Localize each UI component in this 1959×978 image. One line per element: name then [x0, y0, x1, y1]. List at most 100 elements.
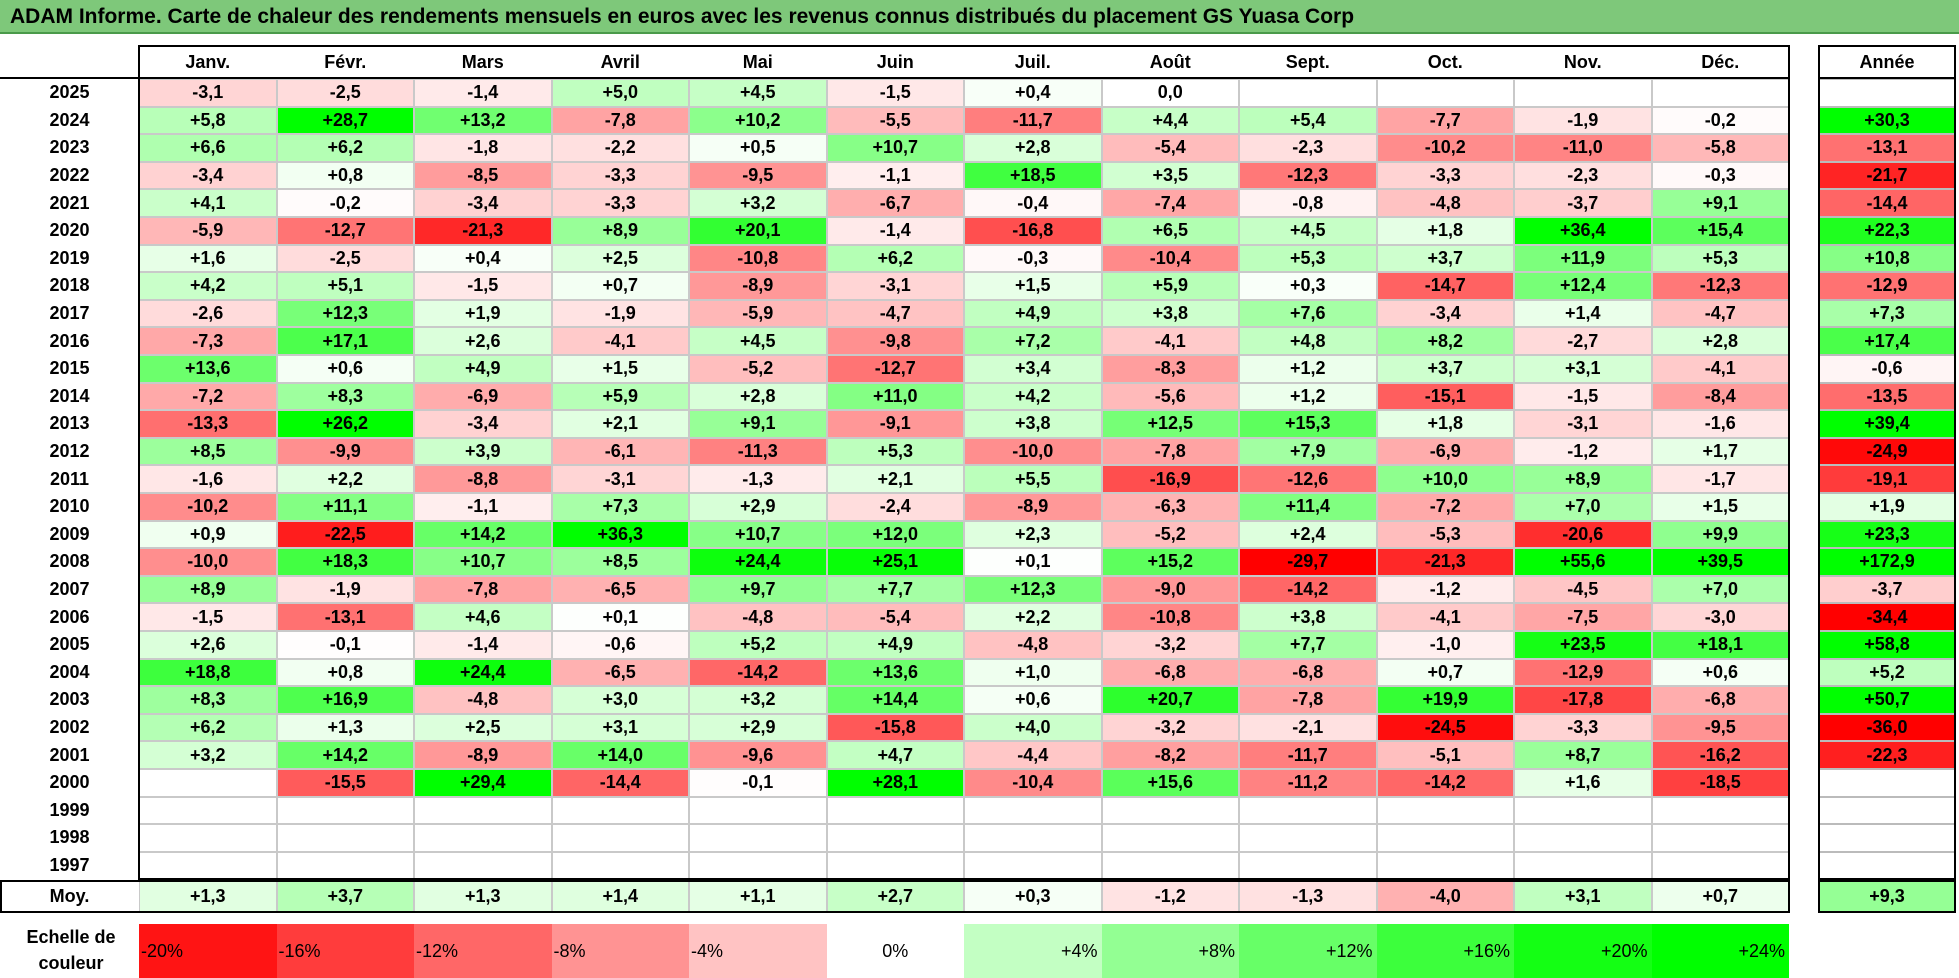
annual-cell: +10,8 — [1819, 244, 1955, 273]
heatmap-cell: 0,0 — [1101, 79, 1239, 107]
heatmap-cell: +2,8 — [964, 134, 1102, 162]
row-year-label: 2018 — [49, 275, 90, 296]
heatmap-cell: -4,8 — [1376, 189, 1514, 217]
heatmap-cell: -1,9 — [551, 299, 689, 328]
heatmap-cell: -17,8 — [1514, 686, 1652, 714]
heatmap-cell: +3,1 — [551, 713, 689, 742]
heatmap-cell: +2,4 — [1239, 520, 1377, 549]
heatmap-cell: -5,5 — [826, 106, 964, 135]
heatmap-cell: -22,5 — [276, 520, 414, 549]
heatmap-cell — [414, 824, 552, 852]
heatmap-cell: -3,1 — [1514, 410, 1652, 438]
heatmap-cell: +1,7 — [1651, 437, 1789, 466]
heatmap-cell: -1,5 — [826, 79, 964, 107]
heatmap-cell: +5,3 — [826, 437, 964, 466]
column-header: Mars — [461, 52, 504, 72]
heatmap-cell: -6,8 — [1651, 686, 1789, 714]
heatmap-cell: +20,1 — [689, 217, 827, 245]
annual-cell — [1819, 796, 1955, 825]
heatmap-cell: +4,0 — [964, 713, 1102, 742]
heatmap-cell: -13,3 — [139, 410, 277, 438]
heatmap-cell: +1,4 — [1514, 299, 1652, 328]
heatmap-cell: +1,8 — [1376, 217, 1514, 245]
heatmap-cell: -11,0 — [1514, 134, 1652, 162]
heatmap-cell: -7,8 — [414, 575, 552, 604]
heatmap-cell: -5,4 — [1101, 134, 1239, 162]
heatmap-cell: -3,3 — [551, 161, 689, 190]
column-header: Févr. — [324, 52, 367, 72]
heatmap-cell: +1,6 — [139, 244, 277, 273]
heatmap-cell: +0,4 — [414, 244, 552, 273]
heatmap-cell: -20,6 — [1514, 520, 1652, 549]
heatmap-cell: +23,5 — [1514, 631, 1652, 659]
row-year-label: 2017 — [49, 303, 90, 324]
heatmap-cell: -1,0 — [1376, 631, 1514, 659]
heatmap-cell: +2,8 — [689, 382, 827, 411]
heatmap-cell: -13,1 — [276, 603, 414, 631]
heatmap-cell: +4,7 — [826, 741, 964, 769]
color-scale-label: Echelle de couleur — [26, 927, 116, 973]
heatmap-cell: +7,0 — [1651, 575, 1789, 604]
heatmap-cell — [1101, 851, 1239, 880]
row-year-label: 1998 — [49, 827, 90, 848]
annual-cell: +23,3 — [1819, 520, 1955, 549]
heatmap-cell: +8,9 — [1514, 465, 1652, 493]
heatmap-cell: -16,9 — [1101, 465, 1239, 493]
column-header: Oct. — [1427, 52, 1463, 72]
heatmap-cell — [1239, 796, 1377, 825]
heatmap-cell: +15,3 — [1239, 410, 1377, 438]
heatmap-cell: +18,5 — [964, 161, 1102, 190]
heatmap-cell: -3,0 — [1651, 603, 1789, 631]
heatmap-cell: +7,3 — [551, 493, 689, 521]
heatmap-cell: +8,7 — [1514, 741, 1652, 769]
heatmap-cell: -3,2 — [1101, 713, 1239, 742]
heatmap-cell: +0,6 — [276, 355, 414, 383]
heatmap-cell: +3,7 — [1376, 244, 1514, 273]
heatmap-cell: -15,1 — [1376, 382, 1514, 411]
heatmap-cell: +39,5 — [1651, 548, 1789, 576]
average-annual-cell: +9,3 — [1819, 881, 1955, 912]
heatmap-cell: -4,1 — [551, 327, 689, 355]
annual-cell: -3,7 — [1819, 575, 1955, 604]
row-year-label: 2020 — [49, 220, 90, 241]
heatmap-cell: +0,1 — [964, 548, 1102, 576]
heatmap-cell: +0,3 — [1239, 272, 1377, 300]
heatmap-cell: -12,7 — [276, 217, 414, 245]
heatmap-cell: +3,2 — [689, 189, 827, 217]
heatmap-cell: -1,2 — [1514, 437, 1652, 466]
average-cell: +0,7 — [1651, 881, 1789, 912]
heatmap-cell: -6,1 — [551, 437, 689, 466]
row-year-label: 2025 — [49, 82, 90, 103]
heatmap-cell: -6,8 — [1101, 658, 1239, 687]
heatmap-cell: -2,3 — [1514, 161, 1652, 190]
annual-cell: -0,6 — [1819, 355, 1955, 383]
annual-cell: -22,3 — [1819, 741, 1955, 769]
heatmap-cell: -3,1 — [139, 79, 277, 107]
heatmap-cell: +7,2 — [964, 327, 1102, 355]
average-cell: +1,4 — [551, 881, 689, 912]
heatmap-cell: -6,5 — [551, 658, 689, 687]
heatmap-cell: +20,7 — [1101, 686, 1239, 714]
heatmap-cell: +12,3 — [276, 299, 414, 328]
heatmap-cell — [1239, 851, 1377, 880]
heatmap-cell: +8,9 — [551, 217, 689, 245]
annual-cell: +22,3 — [1819, 217, 1955, 245]
heatmap-cell: -0,3 — [1651, 161, 1789, 190]
heatmap-cell: +4,1 — [139, 189, 277, 217]
heatmap-cell: +25,1 — [826, 548, 964, 576]
heatmap-cell: +2,9 — [689, 493, 827, 521]
heatmap-cell: +14,4 — [826, 686, 964, 714]
column-header: Nov. — [1563, 52, 1602, 72]
heatmap-cell: +5,9 — [551, 382, 689, 411]
row-year-label: 2012 — [49, 441, 90, 462]
heatmap-cell: +11,9 — [1514, 244, 1652, 273]
heatmap-cell: -7,8 — [551, 106, 689, 135]
column-header: Avril — [600, 52, 640, 72]
column-header: Mai — [742, 52, 773, 72]
heatmap-cell: +26,2 — [276, 410, 414, 438]
heatmap-cell: -9,5 — [689, 161, 827, 190]
heatmap-cell: -4,5 — [1514, 575, 1652, 604]
heatmap-cell — [1651, 79, 1789, 107]
row-year-label: 1997 — [49, 855, 90, 876]
color-scale-swatch: +4% — [964, 924, 1102, 978]
